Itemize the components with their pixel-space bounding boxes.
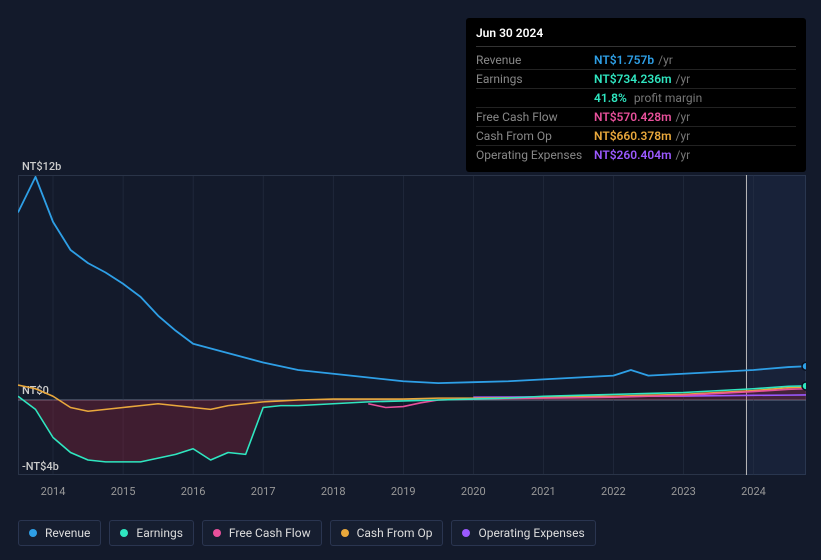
tooltip-row-suffix: /yr [676,72,691,86]
tooltip-row: EarningsNT$734.236m/yr [476,70,796,89]
x-axis-tick-label: 2016 [181,485,206,498]
chart-legend: Revenue Earnings Free Cash Flow Cash From O… [18,520,596,546]
legend-dot-icon [213,529,221,537]
tooltip-date: Jun 30 2024 [476,26,796,47]
tooltip-row-value: NT$660.378m [594,129,672,143]
series-end-dot-revenue [802,362,806,370]
x-axis-tick-label: 2020 [461,485,486,498]
x-axis-tick-label: 2024 [741,485,766,498]
x-axis-tick-label: 2015 [111,485,136,498]
legend-dot-icon [462,529,470,537]
tooltip-row-value: NT$570.428m [594,110,672,124]
tooltip-row-suffix: /yr [676,129,691,143]
tooltip-row-value-wrap: NT$260.404m/yr [594,148,690,162]
tooltip-row-label: Revenue [476,53,594,67]
legend-item-cash_from_op[interactable]: Cash From Op [330,520,444,546]
legend-item-label: Earnings [136,526,183,540]
legend-item-label: Cash From Op [357,526,433,540]
tooltip-row-value-wrap: NT$570.428m/yr [594,110,690,124]
chart-area[interactable] [18,175,806,475]
tooltip-row: Free Cash FlowNT$570.428m/yr [476,108,796,127]
legend-item-operating_expenses[interactable]: Operating Expenses [451,520,595,546]
legend-dot-icon [341,529,349,537]
legend-item-revenue[interactable]: Revenue [18,520,101,546]
x-axis-tick-label: 2021 [531,485,556,498]
x-axis-tick-label: 2017 [251,485,276,498]
y-axis-max-label: NT$12b [22,160,61,173]
legend-dot-icon [29,529,37,537]
x-axis-tick-label: 2018 [321,485,346,498]
tooltip-row-extra-text: profit margin [631,91,702,105]
tooltip-row-label: Operating Expenses [476,148,594,162]
tooltip-row-label: Cash From Op [476,129,594,143]
tooltip-row-value: NT$1.757b [594,53,654,67]
legend-item-label: Free Cash Flow [229,526,311,540]
series-revenue [18,177,806,383]
tooltip-row-label: Earnings [476,72,594,86]
tooltip-row: Cash From OpNT$660.378m/yr [476,127,796,146]
tooltip-row-extra-value: 41.8% [594,91,627,105]
tooltip-row: RevenueNT$1.757b/yr [476,51,796,70]
x-axis-tick-label: 2023 [671,485,696,498]
tooltip-row-value-wrap: NT$660.378m/yr [594,129,690,143]
legend-item-label: Revenue [45,526,90,540]
tooltip-row-suffix: /yr [658,53,673,67]
tooltip-row-suffix: /yr [676,110,691,124]
x-axis-tick-label: 2019 [391,485,416,498]
x-axis-tick-label: 2014 [41,485,66,498]
tooltip-row: 41.8% profit margin [476,89,796,108]
line-chart [18,175,806,475]
tooltip-row-value: NT$734.236m [594,72,672,86]
series-end-dot-earnings [802,382,806,390]
data-tooltip: Jun 30 2024 RevenueNT$1.757b/yrEarningsN… [466,18,806,172]
tooltip-row-value-wrap: NT$1.757b/yr [594,53,673,67]
tooltip-row: Operating ExpensesNT$260.404m/yr [476,146,796,164]
legend-item-earnings[interactable]: Earnings [109,520,194,546]
tooltip-row-value-wrap: NT$734.236m/yr [594,72,690,86]
legend-item-label: Operating Expenses [478,526,584,540]
legend-dot-icon [120,529,128,537]
tooltip-row-label: Free Cash Flow [476,110,594,124]
legend-item-free_cash_flow[interactable]: Free Cash Flow [202,520,322,546]
tooltip-row-suffix: /yr [676,148,691,162]
x-axis-tick-label: 2022 [601,485,626,498]
tooltip-row-value: NT$260.404m [594,148,672,162]
